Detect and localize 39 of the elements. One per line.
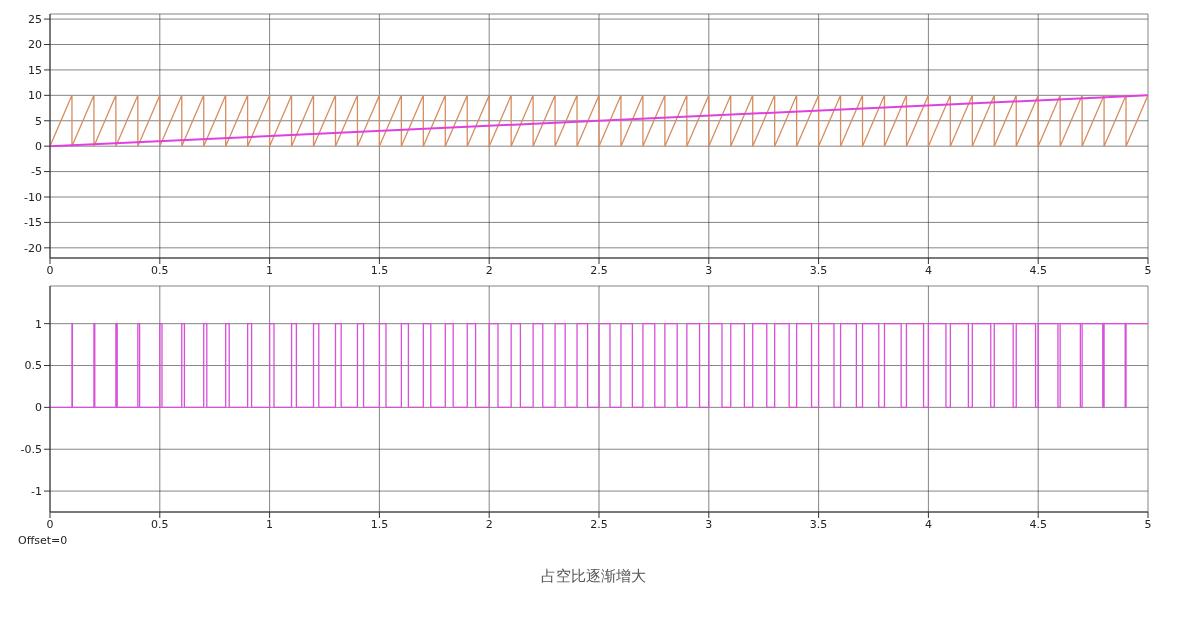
x-tick-label: 0 (46, 263, 54, 277)
text: 占空比逐渐增大 (539, 567, 647, 586)
y-tick-label: -0.5 (20, 443, 42, 457)
y-tick-label: -5 (31, 165, 42, 179)
y-tick-label: 0 (35, 140, 42, 154)
y-tick-label: 0.5 (24, 359, 42, 373)
x-tick-label: 0.5 (151, 263, 169, 277)
x-tick-label: 5 (1144, 517, 1152, 531)
x-tick-label: 3 (705, 517, 713, 531)
y-tick-label: 25 (28, 12, 42, 26)
x-tick-label: 3.5 (809, 263, 828, 277)
y-tick-label: 1 (35, 317, 42, 331)
y-tick-label: 0 (35, 401, 42, 415)
x-tick-label: 1.5 (370, 263, 389, 277)
y-tick-label: -10 (24, 190, 42, 204)
text: Offset=0 (18, 534, 69, 547)
x-tick-label: 0.5 (151, 517, 169, 531)
y-tick-label: 5 (35, 114, 42, 128)
y-tick-label: 10 (28, 89, 42, 103)
x-tick-label: 2.5 (590, 263, 608, 277)
y-tick-label: -15 (24, 216, 42, 230)
x-tick-label: 4.5 (1029, 263, 1047, 277)
x-tick-label: 2 (485, 517, 493, 531)
x-tick-label: 1 (266, 517, 274, 531)
x-tick-label: 4 (924, 263, 932, 277)
y-tick-label: 15 (28, 63, 42, 77)
x-tick-label: 4 (924, 517, 932, 531)
y-tick-label: -1 (31, 484, 42, 498)
x-tick-label: 4.5 (1029, 517, 1047, 531)
y-tick-label: 20 (28, 38, 42, 52)
x-tick-label: 2 (485, 263, 493, 277)
x-tick-label: 1 (266, 263, 274, 277)
x-tick-label: 5 (1144, 263, 1152, 277)
x-tick-label: 0 (46, 517, 54, 531)
y-tick-label: -20 (24, 241, 42, 255)
x-tick-label: 3.5 (809, 517, 828, 531)
x-tick-label: 2.5 (590, 517, 608, 531)
x-tick-label: 3 (705, 263, 713, 277)
x-tick-label: 1.5 (370, 517, 389, 531)
